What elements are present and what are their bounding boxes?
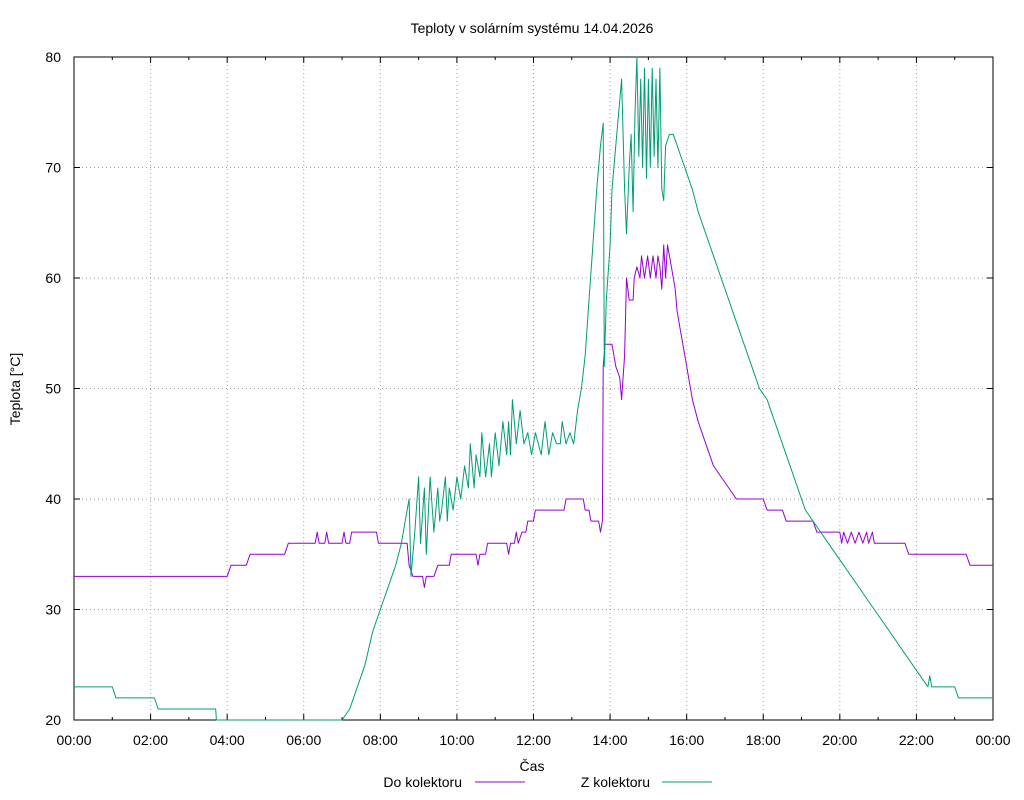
x-tick-label: 06:00 <box>286 732 321 748</box>
x-tick-label: 00:00 <box>56 732 91 748</box>
x-tick-label: 14:00 <box>593 732 628 748</box>
y-tick-label: 40 <box>45 491 61 507</box>
y-tick-label: 20 <box>45 712 61 728</box>
x-tick-label: 16:00 <box>669 732 704 748</box>
y-tick-labels: 20 30 40 50 60 70 80 <box>45 49 61 728</box>
x-tick-label: 22:00 <box>899 732 934 748</box>
axis-ticks <box>73 56 994 721</box>
x-tick-labels: 00:00 02:00 04:00 06:00 08:00 10:00 12:00 14:00… <box>56 732 1010 748</box>
x-tick-label: 20:00 <box>822 732 857 748</box>
x-tick-label: 08:00 <box>363 732 398 748</box>
y-tick-label: 70 <box>45 160 61 176</box>
legend-label-do-kolektoru: Do kolektoru <box>383 774 462 790</box>
series-line-z-kolektoru <box>74 56 993 721</box>
y-tick-label: 50 <box>45 381 61 397</box>
series-line-do-kolektoru <box>74 244 993 588</box>
y-tick-label: 80 <box>45 49 61 65</box>
legend-label-z-kolektoru: Z kolektoru <box>581 774 650 790</box>
x-axis-title: Čas <box>520 758 545 774</box>
plot-frame <box>73 56 994 721</box>
grid <box>74 57 993 720</box>
x-tick-label: 10:00 <box>439 732 474 748</box>
legend: Do kolektoru Z kolektoru <box>383 774 712 790</box>
series-lines <box>74 56 993 721</box>
x-tick-label: 04:00 <box>210 732 245 748</box>
x-tick-label: 12:00 <box>516 732 551 748</box>
chart-title: Teploty v solárním systému 14.04.2026 <box>411 20 654 36</box>
y-tick-label: 60 <box>45 270 61 286</box>
x-tick-label: 18:00 <box>746 732 781 748</box>
y-tick-label: 30 <box>45 602 61 618</box>
x-tick-label: 00:00 <box>975 732 1010 748</box>
y-axis-title: Teplota [°C] <box>7 353 23 426</box>
x-tick-label: 02:00 <box>133 732 168 748</box>
